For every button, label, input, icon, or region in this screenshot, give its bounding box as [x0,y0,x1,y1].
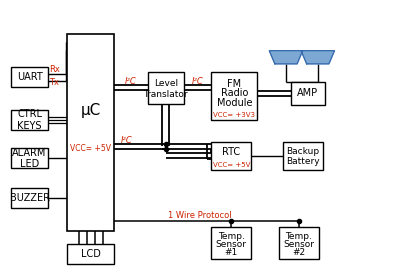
Text: VCC= +3V3: VCC= +3V3 [213,112,255,118]
Text: Sensor: Sensor [216,240,247,249]
Text: VCC= +5V: VCC= +5V [71,144,111,153]
Text: I²C: I²C [192,76,203,86]
Bar [211,72,257,120]
Text: Tx: Tx [49,78,59,87]
Polygon shape [301,51,334,64]
Text: FM: FM [227,79,241,89]
Text: VCC= +5V: VCC= +5V [213,163,250,168]
Text: Module: Module [217,98,252,108]
Text: Translator: Translator [143,90,188,99]
Bar [283,142,323,169]
Bar [11,110,48,130]
Text: CTRL
KEYS: CTRL KEYS [17,109,42,131]
Text: Battery: Battery [286,157,320,166]
Text: 1 Wire Protocol: 1 Wire Protocol [168,211,231,221]
Text: UART: UART [17,72,42,82]
Text: I²C: I²C [125,76,137,86]
Text: Level: Level [154,79,178,88]
Polygon shape [269,51,303,64]
Bar [11,188,48,208]
Text: LCD: LCD [81,249,101,259]
Text: Rx: Rx [49,65,60,73]
Bar [211,142,251,169]
Text: μC: μC [81,103,101,118]
Text: Radio: Radio [221,88,248,98]
Text: I²C: I²C [120,136,132,145]
Text: Temp.: Temp. [218,232,245,241]
Bar [211,227,251,259]
Text: Backup: Backup [286,147,320,156]
Text: ALARM
LED: ALARM LED [12,147,47,169]
Text: RTC: RTC [222,147,240,157]
Bar [148,72,184,104]
Text: BUZZER: BUZZER [10,193,49,203]
Bar [291,82,325,105]
Bar [11,67,48,87]
Bar [67,34,115,231]
Bar [11,148,48,168]
Text: AMP: AMP [297,88,318,98]
Bar [67,244,115,264]
Text: Temp.: Temp. [285,232,312,241]
Text: #1: #1 [225,248,238,257]
Bar [279,227,319,259]
Text: #2: #2 [292,248,306,257]
Text: Sensor: Sensor [283,240,314,249]
